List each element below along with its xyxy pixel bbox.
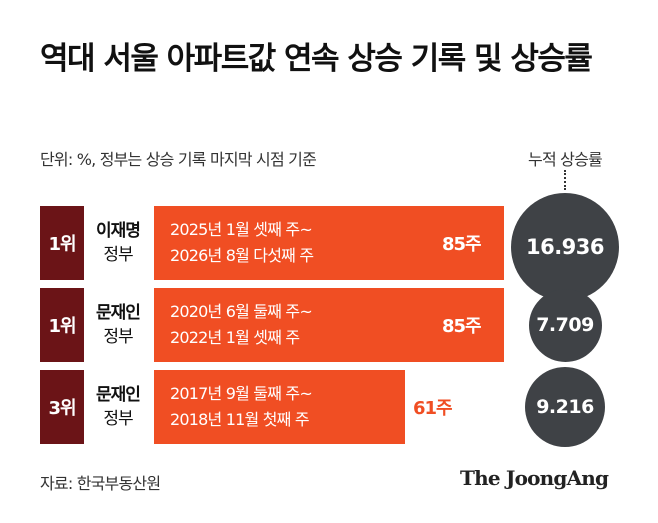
period-label: 2025년 1월 셋째 주~ 2026년 8월 다섯째 주 (170, 206, 314, 280)
rank-badge: 3위 (40, 370, 84, 444)
period-start: 2017년 9월 둘째 주~ (170, 384, 313, 403)
bar-row: 1위 이재명 정부 2025년 1월 셋째 주~ 2026년 8월 다섯째 주 85주 (40, 206, 510, 280)
government-suffix: 정부 (103, 327, 133, 347)
period-start: 2020년 6월 둘째 주~ (170, 302, 313, 321)
bar-row: 3위 문재인 정부 2017년 9월 둘째 주~ 2018년 11월 첫째 주 61주 (40, 370, 510, 444)
period-end: 2022년 1월 셋째 주 (170, 328, 300, 347)
government-name: 이재명 (96, 221, 141, 241)
period-end: 2026년 8월 다섯째 주 (170, 246, 314, 265)
source-note: 자료: 한국부동산원 (40, 474, 161, 493)
unit-note: 단위: %, 정부는 상승 기록 마지막 시점 기준 (40, 150, 317, 169)
period-label: 2017년 9월 둘째 주~ 2018년 11월 첫째 주 (170, 370, 313, 444)
cumulative-circle: 7.709 (528, 288, 602, 362)
weeks-data-label: 85주 (442, 316, 482, 337)
cumulative-circle: 16.936 (511, 193, 619, 301)
period-end: 2018년 11월 첫째 주 (170, 410, 310, 429)
weeks-data-label: 85주 (442, 234, 482, 255)
period-label: 2020년 6월 둘째 주~ 2022년 1월 셋째 주 (170, 288, 313, 362)
cumulative-label: 누적 상승률 (528, 150, 603, 169)
bar (154, 206, 504, 280)
publisher-logo: The JoongAng (460, 466, 609, 490)
rank-badge: 1위 (40, 288, 84, 362)
rank-badge: 1위 (40, 206, 84, 280)
weeks-data-label: 61주 (413, 398, 453, 419)
government-name: 문재인 (96, 303, 141, 323)
cumulative-circle: 9.216 (525, 367, 605, 447)
government-suffix: 정부 (103, 245, 133, 265)
bar (154, 288, 504, 362)
bar-row: 1위 문재인 정부 2020년 6월 둘째 주~ 2022년 1월 셋째 주 85주 (40, 288, 510, 362)
bar (154, 370, 405, 444)
government-suffix: 정부 (103, 409, 133, 429)
period-start: 2025년 1월 셋째 주~ (170, 220, 313, 239)
chart-title: 역대 서울 아파트값 연속 상승 기록 및 상승률 (40, 41, 593, 77)
cumulative-pointer (564, 170, 566, 190)
government-name: 문재인 (96, 385, 141, 405)
